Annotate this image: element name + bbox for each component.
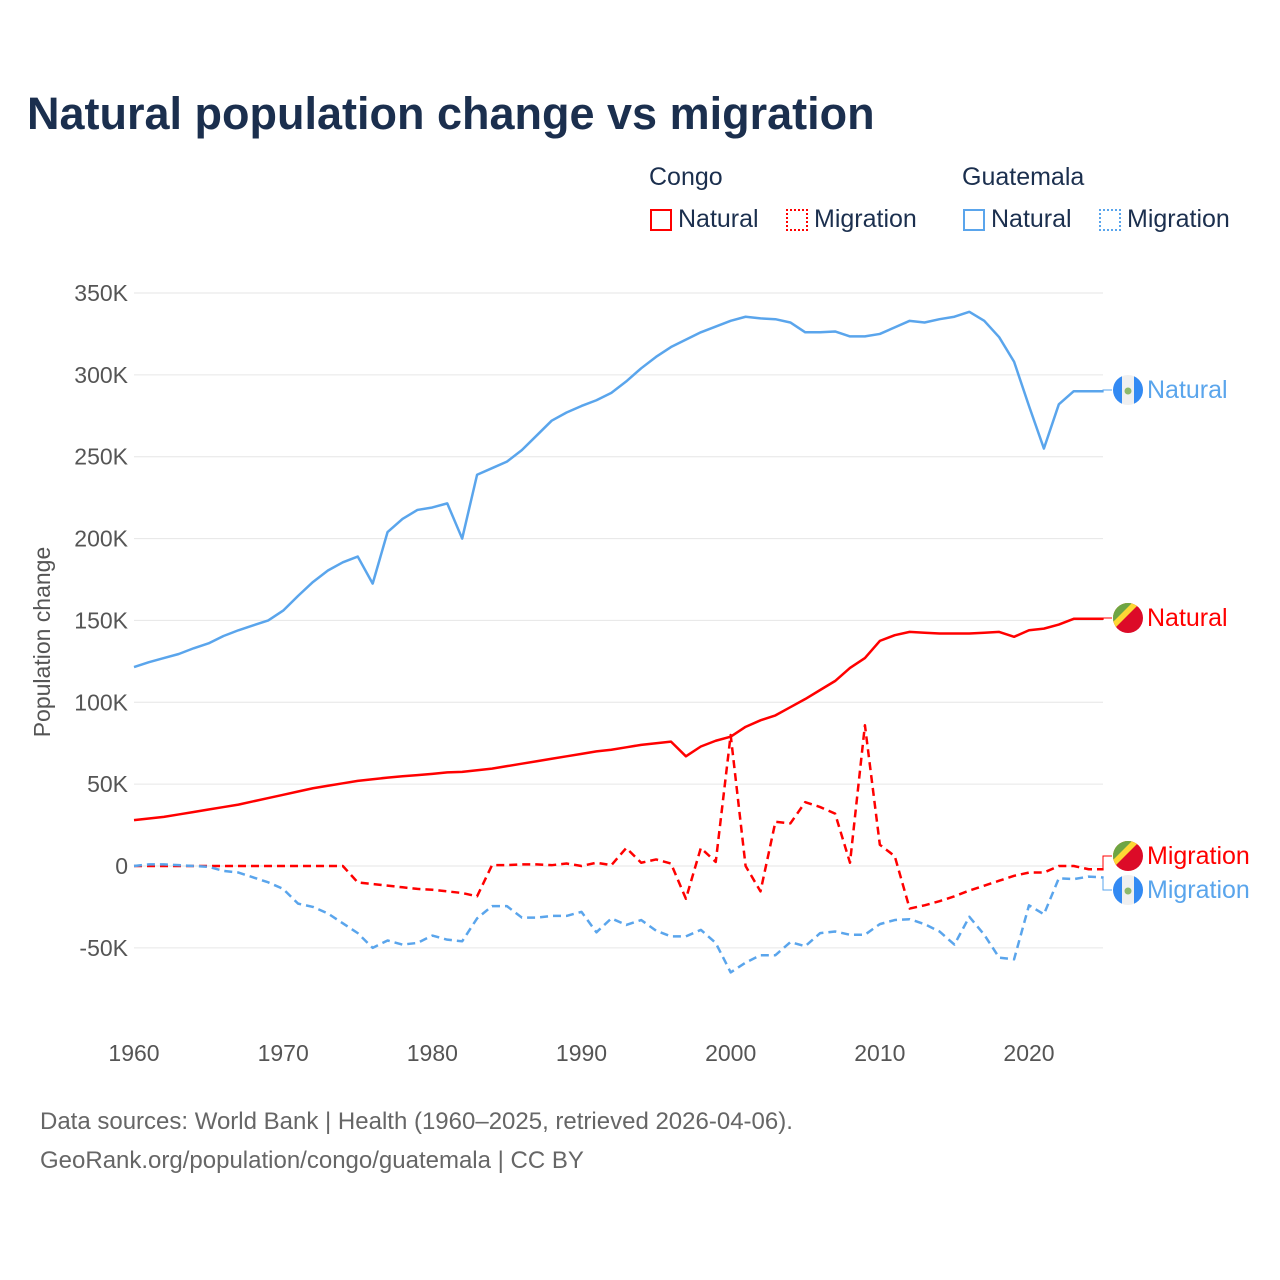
y-tick-label: 150K bbox=[74, 607, 128, 633]
legend-group-congo: Congo bbox=[649, 163, 723, 191]
end-label: Migration bbox=[1147, 876, 1250, 904]
x-tick-label: 2020 bbox=[1003, 1040, 1054, 1066]
footer-link[interactable]: GeoRank.org/population/congo/guatemala |… bbox=[40, 1147, 584, 1174]
legend-swatch-dotted bbox=[1099, 208, 1121, 231]
flag-emblem bbox=[1124, 887, 1132, 895]
y-axis-label: Population change bbox=[29, 547, 55, 738]
x-tick-label: 1960 bbox=[108, 1040, 159, 1066]
flag-blue-left bbox=[1113, 375, 1122, 405]
y-tick-label: 350K bbox=[74, 280, 128, 306]
x-tick-label: 1980 bbox=[407, 1040, 458, 1066]
label-connector bbox=[1102, 876, 1112, 891]
y-tick-label: 50K bbox=[87, 771, 129, 797]
label-connector bbox=[1102, 855, 1112, 870]
end-label: Natural bbox=[1147, 376, 1228, 404]
congo-flag-icon bbox=[1113, 841, 1143, 871]
series-line-guatemala-migration bbox=[133, 863, 1104, 974]
legend-swatch-dotted bbox=[786, 208, 808, 231]
guatemala-flag-icon bbox=[1113, 875, 1143, 905]
label-connector bbox=[1102, 617, 1112, 620]
legend-swatch-solid bbox=[963, 208, 985, 231]
series-line-congo-migration bbox=[134, 723, 1104, 910]
legend-swatch-solid bbox=[650, 208, 672, 231]
legend-guatemala-migration[interactable]: Migration bbox=[1099, 205, 1230, 234]
y-tick-label: 0 bbox=[115, 853, 128, 879]
congo-flag-icon bbox=[1113, 603, 1143, 633]
chart-title: Natural population change vs migration bbox=[27, 88, 875, 139]
flag-clip bbox=[1113, 875, 1143, 905]
flag-emblem bbox=[1124, 387, 1132, 395]
flag-clip bbox=[1113, 841, 1143, 871]
series-line-congo-natural bbox=[133, 617, 1104, 822]
flag-green bbox=[1113, 841, 1132, 860]
end-label: Migration bbox=[1147, 842, 1250, 870]
guatemala-flag-icon bbox=[1113, 375, 1143, 405]
flag-green bbox=[1113, 603, 1132, 622]
legend-congo-migration[interactable]: Migration bbox=[786, 205, 917, 234]
legend-group-guatemala: Guatemala bbox=[962, 163, 1085, 191]
x-tick-label: 2000 bbox=[705, 1040, 756, 1066]
flag-blue-right bbox=[1134, 875, 1143, 905]
flag-blue-left bbox=[1113, 875, 1122, 905]
y-tick-label: 200K bbox=[74, 526, 128, 552]
series-line-guatemala-natural bbox=[133, 310, 1104, 669]
y-tick-label: 250K bbox=[74, 444, 128, 470]
legend-label: Migration bbox=[814, 205, 917, 233]
y-tick-label: 100K bbox=[74, 689, 128, 715]
legend-label: Natural bbox=[991, 205, 1072, 233]
x-tick-label: 2010 bbox=[854, 1040, 905, 1066]
legend-congo-natural[interactable]: Natural bbox=[650, 205, 759, 234]
flag-clip bbox=[1113, 603, 1143, 633]
footer-source: Data sources: World Bank | Health (1960–… bbox=[40, 1108, 793, 1135]
y-tick-label: 300K bbox=[74, 362, 128, 388]
legend-label: Migration bbox=[1127, 205, 1230, 233]
y-tick-label: -50K bbox=[79, 935, 128, 961]
end-label: Natural bbox=[1147, 604, 1228, 632]
flag-blue-right bbox=[1134, 375, 1143, 405]
legend-guatemala-natural[interactable]: Natural bbox=[963, 205, 1072, 234]
x-tick-label: 1990 bbox=[556, 1040, 607, 1066]
legend-label: Natural bbox=[678, 205, 759, 233]
x-tick-label: 1970 bbox=[258, 1040, 309, 1066]
label-connector bbox=[1102, 389, 1112, 392]
flag-clip bbox=[1113, 375, 1143, 405]
